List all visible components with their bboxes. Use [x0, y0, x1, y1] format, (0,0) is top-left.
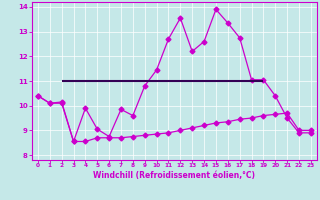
- X-axis label: Windchill (Refroidissement éolien,°C): Windchill (Refroidissement éolien,°C): [93, 171, 255, 180]
